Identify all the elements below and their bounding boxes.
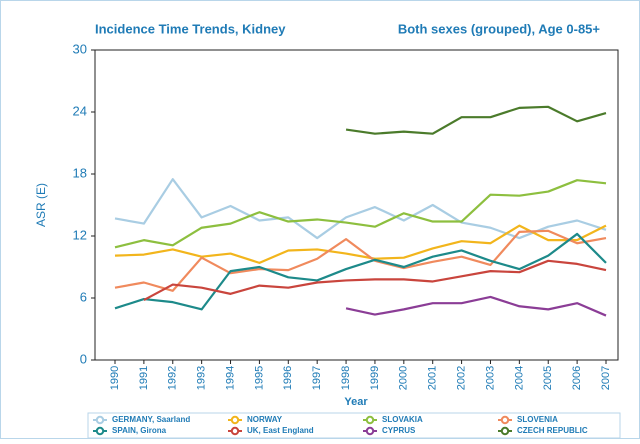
series-line [345, 105, 607, 135]
y-tick-label: 24 [73, 103, 87, 118]
x-tick-label: 2007 [600, 366, 612, 390]
legend-label: GERMANY, Saarland [112, 415, 190, 424]
legend-marker [230, 415, 240, 425]
plot-area [94, 49, 619, 361]
legend-label: SLOVAKIA [382, 415, 423, 424]
x-tick-label: 2005 [542, 366, 554, 390]
x-tick-label: 2006 [571, 366, 583, 390]
legend-marker [230, 426, 240, 436]
series-line [114, 224, 607, 264]
series-line [114, 178, 607, 240]
x-tick-label: 1992 [167, 366, 179, 390]
x-tick-label: 1990 [109, 366, 121, 390]
legend-label: CYPRUS [382, 426, 416, 435]
series-line [114, 229, 607, 292]
legend-label: SPAIN, Girona [112, 426, 167, 435]
y-tick-label: 30 [73, 41, 87, 56]
series-line [345, 295, 607, 317]
y-tick-label: 12 [73, 227, 87, 242]
legend-marker [500, 415, 510, 425]
chart-subtitle: Both sexes (grouped), Age 0-85+ [398, 21, 601, 36]
x-tick-label: 1995 [253, 366, 265, 390]
legend-label: UK, East England [247, 426, 314, 435]
x-tick-label: 2003 [484, 366, 496, 390]
series-line [143, 259, 607, 302]
y-tick-label: 18 [73, 165, 87, 180]
legend-marker [365, 426, 375, 436]
y-tick-label: 6 [80, 289, 87, 304]
chart-title: Incidence Time Trends, Kidney [95, 21, 286, 36]
legend-marker [500, 426, 510, 436]
legend-label: CZECH REPUBLIC [517, 426, 588, 435]
legend-marker [95, 415, 105, 425]
x-tick-label: 2002 [455, 366, 467, 390]
x-tick-label: 1991 [138, 366, 150, 390]
x-tick-label: 1997 [311, 366, 323, 390]
legend-marker [95, 426, 105, 436]
series-line [114, 179, 607, 249]
x-tick-label: 2004 [513, 366, 525, 390]
x-axis-label: Year [344, 396, 368, 408]
series-line [114, 232, 607, 311]
x-tick-label: 2001 [427, 366, 439, 390]
legend [87, 412, 621, 439]
x-tick-label: 1994 [224, 366, 236, 390]
y-axis-label: ASR (E) [34, 183, 48, 227]
legend-label: NORWAY [247, 415, 283, 424]
y-tick-label: 0 [80, 351, 87, 366]
x-tick-label: 1993 [196, 366, 208, 390]
legend-marker [365, 415, 375, 425]
x-tick-label: 1996 [282, 366, 294, 390]
legend-label: SLOVENIA [517, 415, 558, 424]
x-tick-label: 1998 [340, 366, 352, 390]
x-tick-label: 1999 [369, 366, 381, 390]
x-tick-label: 2000 [398, 366, 410, 390]
